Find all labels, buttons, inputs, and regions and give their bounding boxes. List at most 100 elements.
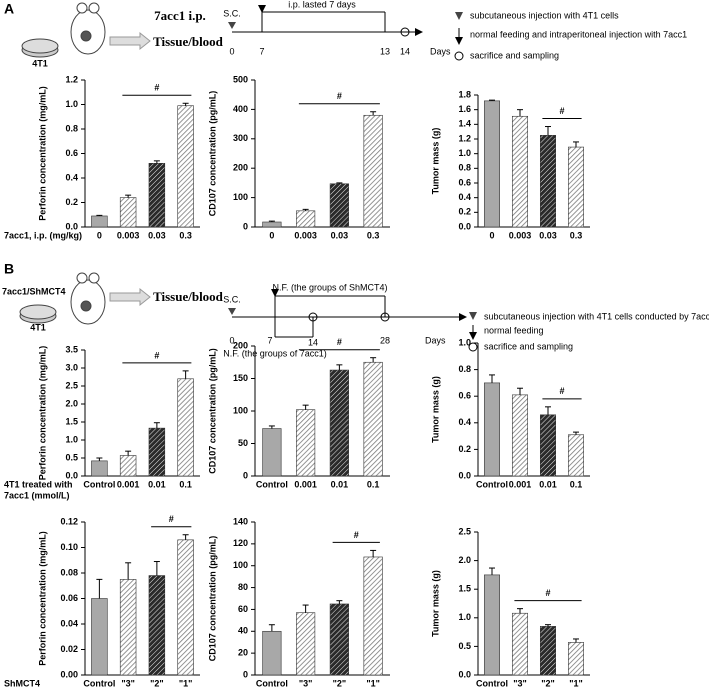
x-tick-label: "2" bbox=[541, 678, 555, 688]
y-tick-label: 0.6 bbox=[458, 177, 471, 187]
bar bbox=[177, 105, 194, 228]
bar bbox=[483, 574, 500, 676]
x-tick-label: 0.1 bbox=[367, 479, 380, 489]
x-tick-label: 0.03 bbox=[539, 230, 557, 240]
period-label: i.p. lasted 7 days bbox=[288, 0, 356, 9]
y-tick-label: 1.0 bbox=[458, 612, 471, 622]
y-tick-label: 0 bbox=[243, 221, 248, 231]
x-axis-label: 4T1 treated with bbox=[4, 479, 73, 489]
y-tick-label: 1.5 bbox=[458, 584, 471, 594]
error-bar bbox=[125, 194, 132, 198]
x-tick-label: 0.1 bbox=[570, 479, 583, 489]
y-tick-label: 1.2 bbox=[65, 74, 78, 84]
x-tick-label: 0 bbox=[489, 230, 494, 240]
bar bbox=[483, 100, 500, 228]
y-tick-label: 120 bbox=[233, 538, 248, 548]
y-tick-label: 0.0 bbox=[458, 669, 471, 679]
error-bar bbox=[517, 387, 523, 395]
y-tick-label: 0 bbox=[243, 669, 248, 679]
cell-treatment: 7acc1/ShMCT4 bbox=[2, 286, 66, 296]
y-tick-label: 100 bbox=[233, 405, 248, 415]
x-tick-label: "3" bbox=[513, 678, 527, 688]
treatment: 7acc1 i.p. bbox=[154, 8, 206, 23]
error-bar bbox=[489, 374, 495, 383]
y-tick-label: 100 bbox=[233, 192, 248, 202]
bar bbox=[511, 612, 528, 676]
x-tick-label: "2" bbox=[150, 678, 164, 688]
x-tick-label: Control bbox=[256, 479, 288, 489]
x-tick-label: Control bbox=[476, 479, 508, 489]
timeline bbox=[228, 289, 467, 338]
y-tick-label: 0.4 bbox=[458, 417, 471, 427]
y-tick-label: 3.5 bbox=[65, 344, 78, 354]
day-label: 0 bbox=[229, 335, 234, 345]
y-tick-label: 2.5 bbox=[65, 380, 78, 390]
error-bar bbox=[517, 608, 523, 614]
bar bbox=[296, 409, 316, 477]
x-tick-label: 0.001 bbox=[294, 479, 317, 489]
y-tick-label: 150 bbox=[233, 373, 248, 383]
bar bbox=[511, 115, 528, 228]
y-tick-label: 0.8 bbox=[458, 364, 471, 374]
x-tick-label: Control bbox=[83, 678, 115, 688]
bar bbox=[177, 378, 194, 477]
y-tick-label: 0.02 bbox=[60, 644, 78, 654]
bar bbox=[119, 197, 137, 228]
y-tick-label: 100 bbox=[233, 560, 248, 570]
error-bar bbox=[336, 600, 343, 604]
y-tick-label: 1.0 bbox=[458, 337, 471, 347]
y-tick-label: 0.2 bbox=[458, 207, 471, 217]
x-tick-label: 0.003 bbox=[117, 230, 140, 240]
days-label: Days bbox=[430, 46, 451, 56]
error-bar bbox=[182, 370, 189, 379]
error-bar bbox=[489, 567, 495, 575]
y-tick-label: 140 bbox=[233, 516, 248, 526]
significance-label: # bbox=[337, 337, 342, 347]
x-tick-label: 0.03 bbox=[331, 230, 349, 240]
y-tick-label: 0.8 bbox=[65, 123, 78, 133]
x-tick-label: "3" bbox=[121, 678, 135, 688]
y-tick-label: 1.0 bbox=[65, 99, 78, 109]
significance-label: # bbox=[559, 386, 564, 396]
bar bbox=[296, 612, 316, 676]
panel-label: B bbox=[4, 261, 14, 277]
y-tick-label: 2.0 bbox=[65, 398, 78, 408]
bar bbox=[539, 414, 556, 477]
y-tick-label: 0.00 bbox=[60, 669, 78, 679]
dish bbox=[19, 304, 57, 324]
error-bar bbox=[573, 141, 579, 148]
significance-label: # bbox=[545, 588, 550, 598]
x-axis-label: 7acc1, i.p. (mg/kg) bbox=[4, 230, 82, 240]
bar bbox=[329, 183, 349, 228]
significance-label: # bbox=[154, 350, 159, 360]
error-bar bbox=[370, 357, 377, 363]
day-label: 0 bbox=[229, 46, 234, 56]
x-tick-label: 0.001 bbox=[117, 479, 140, 489]
bar bbox=[119, 579, 137, 676]
y-tick-label: 0.2 bbox=[65, 197, 78, 207]
bar bbox=[363, 556, 383, 676]
x-tick-label: Control bbox=[476, 678, 508, 688]
day-label: 7 bbox=[259, 46, 264, 56]
cell-label: 4T1 bbox=[30, 322, 46, 332]
x-axis-label: 7acc1 (mmol/L) bbox=[4, 490, 70, 500]
error-bar bbox=[336, 364, 343, 371]
x-tick-label: 0.3 bbox=[367, 230, 380, 240]
y-tick-label: 0.8 bbox=[458, 163, 471, 173]
legend-text: normal feeding and intraperitoneal injec… bbox=[470, 29, 687, 39]
y-tick-label: 2.5 bbox=[458, 526, 471, 536]
error-bar bbox=[96, 578, 103, 599]
bar bbox=[329, 369, 349, 477]
significance-label: # bbox=[559, 106, 564, 116]
y-tick-label: 0.4 bbox=[65, 172, 78, 182]
error-bar bbox=[153, 160, 160, 164]
error-bar bbox=[370, 111, 377, 116]
error-bar bbox=[302, 208, 309, 211]
error-bar bbox=[96, 214, 103, 216]
panel-label: A bbox=[4, 1, 14, 17]
significance-label: # bbox=[169, 514, 174, 524]
y-tick-label: 3.0 bbox=[65, 362, 78, 372]
y-axis-label: CD107 concentration (pg/mL) bbox=[207, 348, 217, 474]
x-axis-label: ShMCT4 bbox=[4, 678, 40, 688]
